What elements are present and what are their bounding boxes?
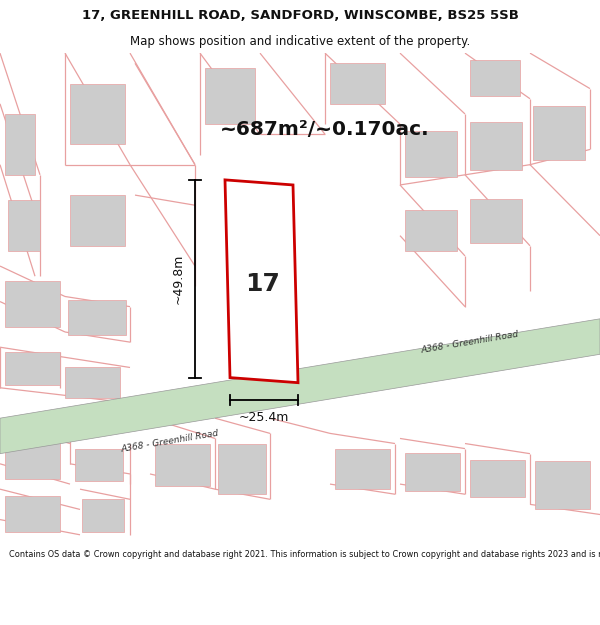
FancyBboxPatch shape	[5, 436, 60, 479]
FancyBboxPatch shape	[535, 461, 590, 509]
FancyBboxPatch shape	[470, 460, 525, 498]
FancyBboxPatch shape	[5, 281, 60, 327]
FancyBboxPatch shape	[65, 368, 120, 398]
FancyBboxPatch shape	[470, 199, 522, 242]
FancyBboxPatch shape	[5, 496, 60, 532]
Polygon shape	[0, 319, 600, 454]
FancyBboxPatch shape	[70, 84, 125, 144]
Text: 17: 17	[245, 272, 280, 296]
FancyBboxPatch shape	[82, 499, 124, 532]
FancyBboxPatch shape	[8, 200, 40, 251]
FancyBboxPatch shape	[405, 210, 457, 251]
Text: Contains OS data © Crown copyright and database right 2021. This information is : Contains OS data © Crown copyright and d…	[9, 550, 600, 559]
Text: 17, GREENHILL ROAD, SANDFORD, WINSCOMBE, BS25 5SB: 17, GREENHILL ROAD, SANDFORD, WINSCOMBE,…	[82, 9, 518, 22]
Text: Map shows position and indicative extent of the property.: Map shows position and indicative extent…	[130, 35, 470, 48]
FancyBboxPatch shape	[335, 449, 390, 489]
Text: A368 - Greenhill Road: A368 - Greenhill Road	[120, 429, 219, 454]
Text: ~49.8m: ~49.8m	[172, 254, 185, 304]
FancyBboxPatch shape	[75, 449, 123, 481]
FancyBboxPatch shape	[155, 444, 210, 486]
Text: A368 - Greenhill Road: A368 - Greenhill Road	[420, 329, 519, 355]
FancyBboxPatch shape	[205, 68, 255, 124]
Polygon shape	[225, 180, 298, 382]
Text: ~687m²/~0.170ac.: ~687m²/~0.170ac.	[220, 119, 430, 139]
FancyBboxPatch shape	[70, 195, 125, 246]
FancyBboxPatch shape	[330, 63, 385, 104]
FancyBboxPatch shape	[405, 452, 460, 491]
FancyBboxPatch shape	[5, 114, 35, 175]
FancyBboxPatch shape	[218, 444, 266, 494]
FancyBboxPatch shape	[533, 106, 585, 159]
FancyBboxPatch shape	[5, 352, 60, 385]
FancyBboxPatch shape	[405, 131, 457, 177]
FancyBboxPatch shape	[470, 122, 522, 170]
Text: ~25.4m: ~25.4m	[239, 411, 289, 424]
FancyBboxPatch shape	[68, 299, 126, 335]
FancyBboxPatch shape	[470, 60, 520, 96]
